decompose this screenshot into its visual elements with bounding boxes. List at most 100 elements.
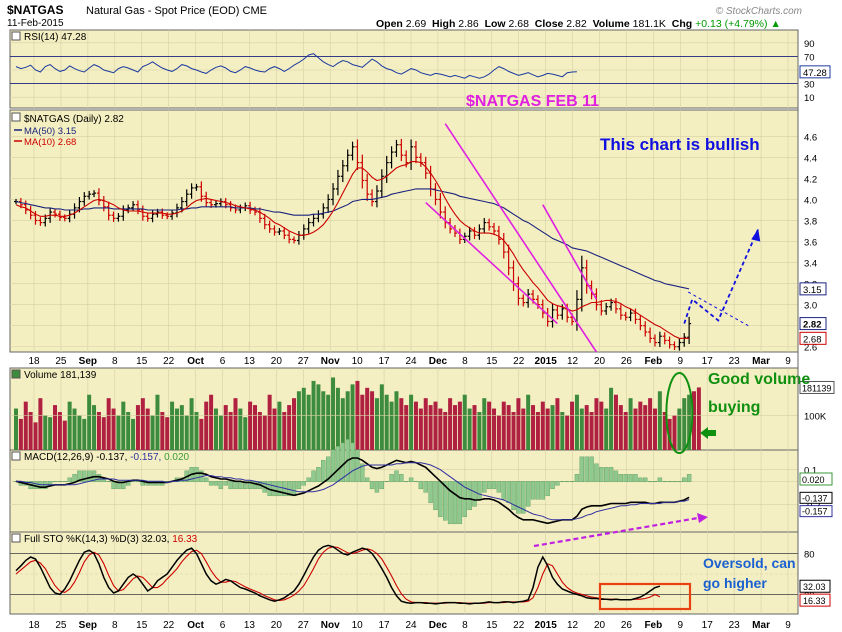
macd-histogram-bar (501, 481, 506, 500)
volume-bar (165, 417, 170, 450)
volume-value-tag (799, 380, 835, 394)
macd-hist-tag-text: 0.020 (802, 475, 825, 485)
volume-bar (589, 412, 594, 450)
sto-d-value: 16.33 (172, 534, 197, 545)
x-tick-label-top: 9 (678, 356, 684, 367)
macd-value-tag (799, 491, 833, 504)
price-axis-label: 4.2 (804, 174, 817, 185)
x-tick-label-bottom: Sep (79, 620, 97, 631)
sto-k-value: 32.03, (142, 534, 173, 545)
volume-bar (409, 394, 414, 450)
macd-histogram-bar (413, 481, 419, 483)
volume-bar (238, 408, 243, 450)
macd-histogram-bar (486, 481, 492, 490)
volume-bar (335, 387, 340, 450)
volume-bar (433, 401, 438, 450)
macd-histogram-bar (496, 481, 502, 493)
volume-bar (662, 412, 667, 450)
macd-histogram-bar (535, 481, 541, 500)
macd-histogram-bar (62, 481, 67, 483)
x-tick-label-bottom: 15 (486, 620, 498, 631)
x-tick-label-bottom: Nov (321, 620, 340, 631)
price-tag-text: 2.68 (803, 334, 822, 345)
volume-bar (633, 408, 638, 450)
x-tick-label-bottom: 25 (55, 620, 67, 631)
macd-histogram-bar (86, 470, 92, 483)
x-tick-label-top: Sep (79, 356, 97, 367)
macd-legend-swatch (11, 451, 21, 461)
x-tick-label-bottom: 22 (163, 620, 175, 631)
x-tick-label-bottom: 24 (405, 620, 417, 631)
rsi-value-tag-text: 47.28 (803, 68, 827, 79)
x-tick-label-bottom: 23 (729, 620, 741, 631)
volume-bar (223, 405, 228, 450)
volume-bar (360, 394, 365, 450)
annotation-bullish: This chart is bullish (600, 135, 760, 154)
volume-bar (413, 401, 418, 450)
macd-histogram-bar (379, 481, 385, 490)
macd-histogram-bar (369, 481, 375, 490)
volume-bar (574, 394, 579, 450)
macd-histogram-bar (360, 463, 365, 483)
volume-bar (321, 391, 326, 450)
macd-histogram-bar (355, 449, 360, 483)
macd-histogram-bar (96, 474, 102, 483)
x-tick-label-bottom: 9 (785, 620, 791, 631)
x-tick-label-bottom: 6 (220, 620, 226, 631)
macd-histogram-bar (408, 477, 414, 483)
volume-bar (72, 408, 77, 450)
macd-histogram-bar (447, 481, 453, 525)
volume-bar (457, 401, 462, 450)
volume-bar (506, 405, 511, 450)
x-tick-label-bottom: 2015 (535, 620, 558, 631)
instrument-description: Natural Gas - Spot Price (EOD) CME (86, 5, 267, 17)
volume-bar (623, 412, 628, 450)
volume-bar (253, 405, 258, 450)
macd-histogram-bar (594, 463, 599, 483)
macd-histogram-bar (540, 481, 545, 500)
volume-bar (452, 405, 457, 450)
macd-histogram-bar (564, 481, 570, 483)
volume-bar (96, 412, 101, 450)
volume-bar (292, 398, 297, 450)
macd-histogram-bar (433, 481, 438, 511)
rsi-legend-swatch (11, 31, 21, 41)
sto-label: Full STO %K(14,3) %D(3) 32.03, 16.33 (24, 534, 198, 545)
x-tick-label-bottom: 27 (298, 620, 310, 631)
macd-histogram-bar (589, 456, 594, 483)
price-axis-label: 4.0 (804, 195, 817, 206)
macd-histogram-bar (579, 456, 585, 483)
sto-annotation-line2: go higher (703, 575, 767, 591)
price-title: $NATGAS (Daily) 2.82 (24, 114, 124, 125)
chart-date: 11-Feb-2015 (7, 18, 64, 29)
volume-bar (667, 418, 672, 450)
volume-axis-label: 100K (804, 411, 827, 422)
volume-bar (540, 401, 545, 450)
x-tick-label-bottom: 13 (244, 620, 256, 631)
macd-histogram-bar (394, 470, 399, 483)
volume-bar (692, 391, 696, 450)
x-tick-label-top: 9 (785, 356, 791, 367)
ticker-symbol: $NATGAS (7, 3, 64, 17)
macd-histogram-bar (574, 474, 580, 483)
sto-d-line (15, 546, 661, 604)
macd-histogram-bar (218, 481, 224, 490)
volume-bar (438, 408, 443, 450)
volume-bar (487, 401, 492, 450)
macd-histogram-bar (545, 481, 550, 497)
volume-bar (418, 408, 423, 450)
high-value: 2.86 (458, 18, 479, 30)
x-tick-label-top: 22 (163, 356, 175, 367)
volume-bar (648, 398, 653, 450)
rsi-axis-label: 90 (804, 39, 815, 50)
x-tick-label-top: Feb (644, 356, 662, 367)
macd-axis-label: 0.1 (804, 466, 817, 477)
volume-bar (599, 401, 604, 450)
macd-histogram-bar (72, 474, 77, 483)
macd-histogram-bar (243, 481, 248, 490)
volume-bar (521, 408, 526, 450)
x-tick-label-bottom: Mar (752, 620, 770, 631)
volume-annotation-line1: Good volume (708, 371, 810, 388)
macd-histogram-bar (82, 470, 87, 483)
volume-bar (267, 394, 272, 450)
